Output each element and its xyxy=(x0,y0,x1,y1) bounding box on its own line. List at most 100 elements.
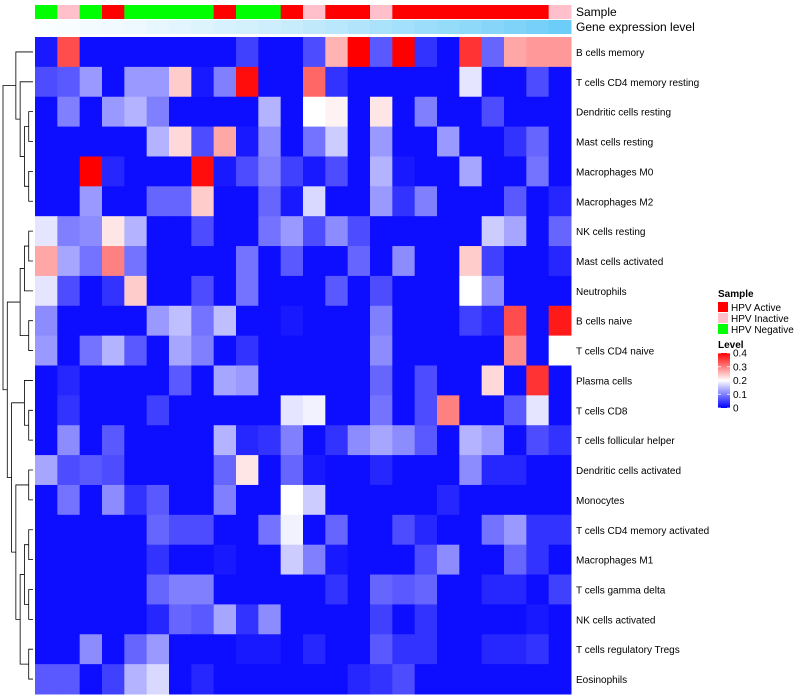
heatmap-cell xyxy=(526,455,550,486)
heatmap-cell xyxy=(236,66,259,98)
heatmap-cell xyxy=(79,37,103,68)
heatmap-cell xyxy=(303,455,326,486)
heatmap-cell xyxy=(325,66,349,98)
heatmap-cell xyxy=(35,574,58,605)
heatmap-cell xyxy=(169,186,192,217)
heatmap-cell xyxy=(548,395,572,426)
expression-annotation-cell xyxy=(504,20,527,34)
heatmap-cell xyxy=(437,66,460,98)
heatmap-cell xyxy=(437,365,460,396)
heatmap-cell xyxy=(146,395,170,426)
heatmap-cell xyxy=(392,96,416,128)
heatmap-cell xyxy=(303,246,326,277)
heatmap-cell xyxy=(102,156,125,187)
heatmap-cell xyxy=(347,96,371,128)
heatmap-cell xyxy=(191,514,215,546)
expression-annotation-cell xyxy=(57,20,81,34)
heatmap-cell xyxy=(526,514,550,546)
heatmap-cell xyxy=(124,634,148,665)
heatmap-cell xyxy=(392,186,416,217)
heatmap-cell xyxy=(303,156,326,187)
heatmap-cell xyxy=(414,156,438,187)
dendrogram-branch xyxy=(19,268,29,337)
legend-level: Level 0.4 0.3 0.2 0.1 0 xyxy=(718,340,747,415)
heatmap-cell xyxy=(414,664,438,695)
heatmap-cell xyxy=(392,514,416,546)
heatmap-cell xyxy=(303,604,326,635)
heatmap-cell xyxy=(79,216,103,247)
heatmap-cell xyxy=(280,365,304,396)
heatmap-cell xyxy=(437,126,460,157)
heatmap-cell xyxy=(280,664,304,695)
heatmap-cell xyxy=(526,156,550,187)
heatmap-cell xyxy=(258,216,282,247)
heatmap-cell xyxy=(459,395,483,426)
heatmap-cell xyxy=(236,664,259,695)
heatmap-cell xyxy=(146,126,170,157)
heatmap-cell xyxy=(124,186,148,217)
heatmap-cell xyxy=(258,365,282,396)
heatmap-cell xyxy=(191,246,215,277)
heatmap-cell xyxy=(102,37,125,68)
heatmap-cell xyxy=(392,425,416,456)
heatmap-cell xyxy=(57,96,81,128)
heatmap-cell xyxy=(504,664,527,695)
heatmap-cell xyxy=(347,335,371,366)
heatmap-cell xyxy=(504,246,527,277)
heatmap-cell xyxy=(35,455,58,486)
heatmap-cell xyxy=(169,126,192,157)
heatmap-cell xyxy=(325,395,349,426)
heatmap-cell xyxy=(79,335,103,366)
heatmap-cell xyxy=(280,156,304,187)
heatmap-cell xyxy=(57,156,81,187)
heatmap-cell xyxy=(504,96,527,128)
row-label: Plasma cells xyxy=(576,376,632,387)
heatmap-cell xyxy=(370,186,393,217)
heatmap-cell xyxy=(280,455,304,486)
heatmap-cell xyxy=(146,604,170,635)
heatmap-cell xyxy=(481,216,505,247)
heatmap-cell xyxy=(504,365,527,396)
expression-annotation-cell xyxy=(325,20,349,34)
expression-annotation-cell xyxy=(437,20,460,34)
row-label: Macrophages M0 xyxy=(576,167,654,178)
heatmap-cell xyxy=(258,305,282,337)
heatmap-cell xyxy=(124,96,148,128)
heatmap-cell xyxy=(347,365,371,396)
heatmap-cell xyxy=(414,126,438,157)
dendrogram-branch xyxy=(28,230,33,262)
dendrogram-branch xyxy=(28,111,33,142)
heatmap-cell xyxy=(57,335,81,366)
heatmap-cell xyxy=(236,37,259,68)
heatmap-cell xyxy=(437,186,460,217)
sample-annotation-bar xyxy=(35,5,572,19)
heatmap-cell xyxy=(370,335,393,366)
heatmap-cell xyxy=(213,126,237,157)
heatmap-cell xyxy=(437,484,460,516)
heatmap-cell xyxy=(102,574,125,605)
heatmap-cell xyxy=(414,544,438,576)
heatmap-cell xyxy=(146,156,170,187)
heatmap-cell xyxy=(437,455,460,486)
heatmap-cell xyxy=(504,574,527,605)
heatmap-cell xyxy=(79,664,103,695)
heatmap-cell xyxy=(347,246,371,277)
heatmap-cell xyxy=(481,126,505,157)
heatmap-cell xyxy=(437,305,460,337)
heatmap-cell xyxy=(504,37,527,68)
heatmap-cell xyxy=(169,574,192,605)
heatmap-cell xyxy=(526,186,550,217)
annotation-label-expression: Gene expression level xyxy=(576,20,695,34)
expression-annotation-cell xyxy=(347,20,371,34)
heatmap-cell xyxy=(124,664,148,695)
heatmap-cell xyxy=(35,186,58,217)
sample-annotation-cell xyxy=(437,5,460,19)
row-label: Mast cells resting xyxy=(576,138,653,149)
heatmap-cell xyxy=(258,664,282,695)
heatmap-cell xyxy=(347,66,371,98)
heatmap-cell xyxy=(258,275,282,307)
heatmap-cell xyxy=(303,484,326,516)
heatmap-cell xyxy=(258,544,282,576)
heatmap-cell xyxy=(124,365,148,396)
heatmap-cell xyxy=(414,365,438,396)
